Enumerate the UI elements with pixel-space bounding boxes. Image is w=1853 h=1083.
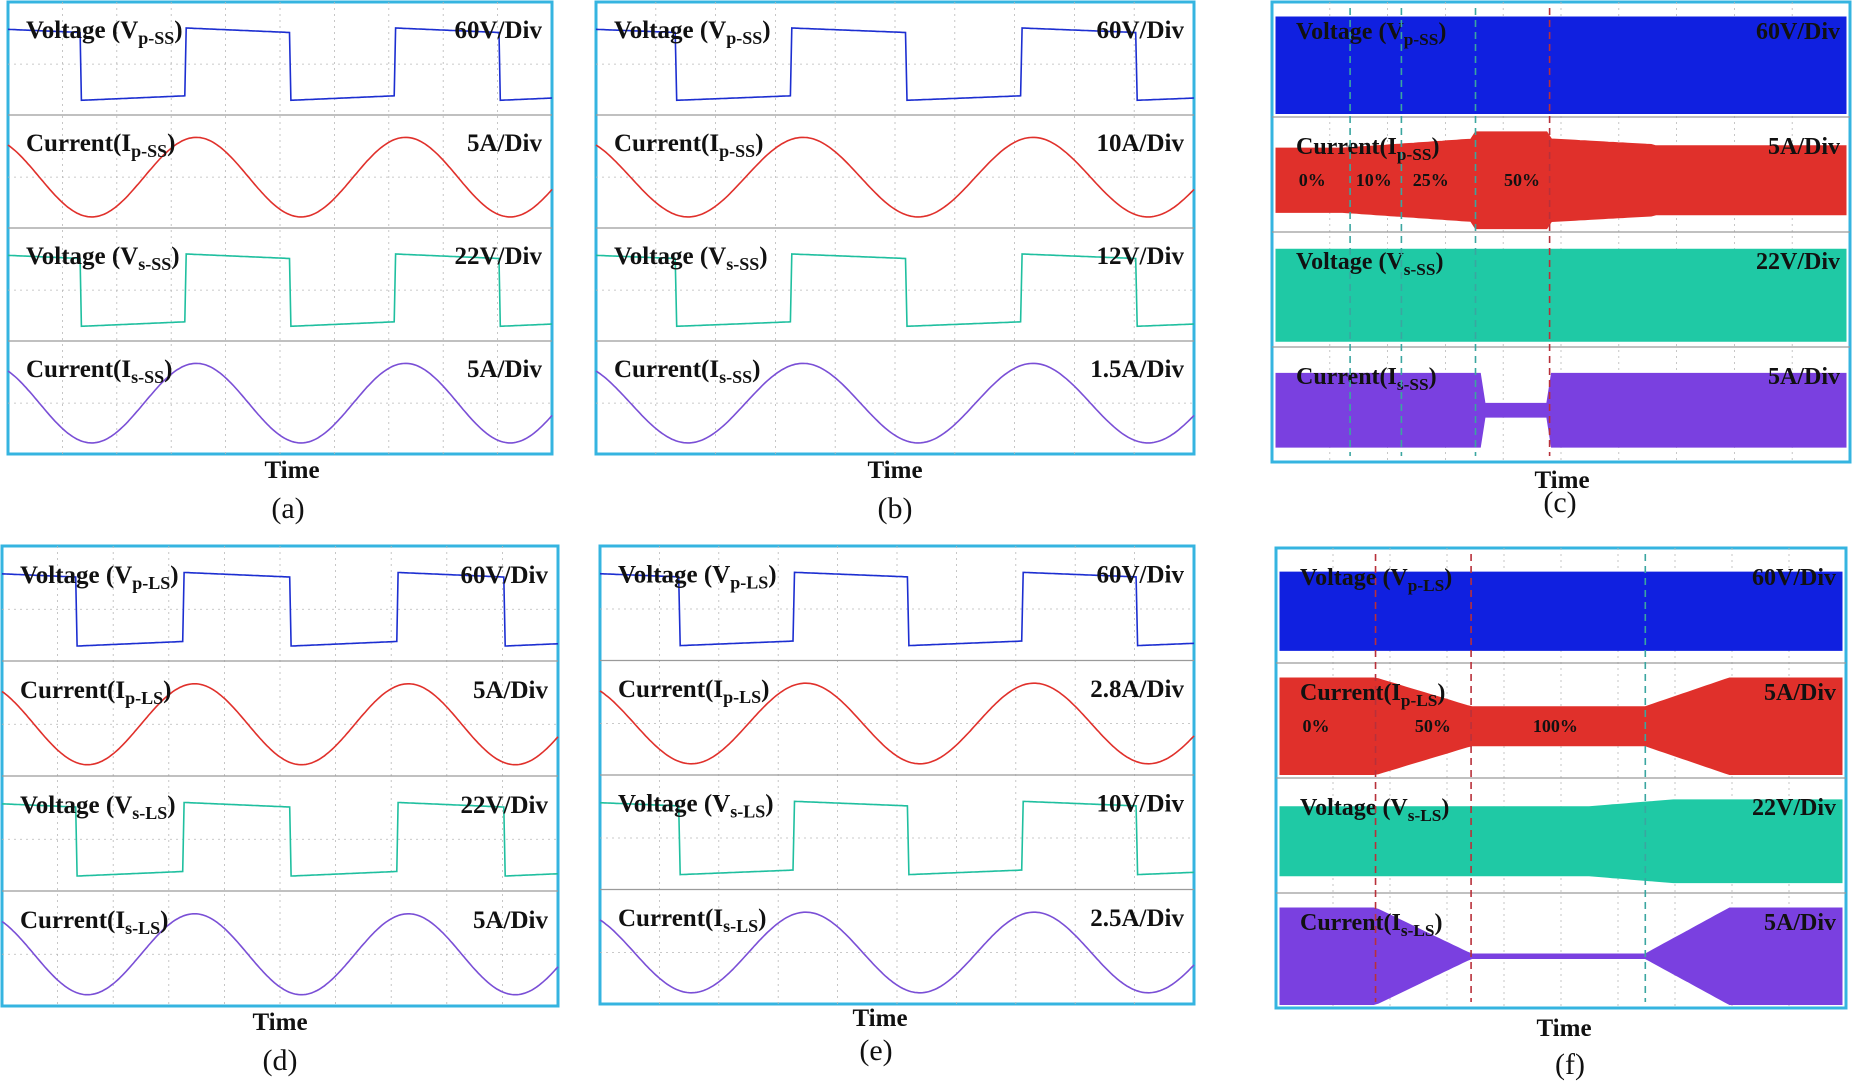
- scale-label: 12V/Div: [1097, 243, 1185, 270]
- trace-label: Voltage (Vp-LS): [1300, 565, 1452, 595]
- load-percentage: 50%: [1415, 716, 1451, 736]
- waveform-voltage: [595, 253, 1194, 328]
- panel-caption: (c): [1543, 486, 1576, 519]
- trace-label: Current(Ip-LS): [20, 677, 171, 708]
- x-axis-label: Time: [1534, 467, 1589, 494]
- envelope-current: [1279, 677, 1843, 775]
- scale-label: 60V/Div: [461, 562, 549, 589]
- waveform-current: [599, 682, 1195, 765]
- scale-label: 1.5A/Div: [1090, 356, 1184, 383]
- waveform-current: [595, 136, 1195, 218]
- scale-label: 60V/Div: [1752, 565, 1836, 591]
- trace-label: Voltage (Vs-SS): [614, 243, 768, 274]
- x-axis-label: Time: [252, 1009, 307, 1036]
- load-percentage: 25%: [1413, 170, 1449, 190]
- panel-caption: (b): [878, 492, 913, 525]
- trace-label: Current(Is-SS): [614, 356, 760, 387]
- panel-caption: (e): [859, 1034, 892, 1067]
- panel-a: Voltage (Vp-SS) 60V/Div Current(Ip-SS) 5A/D…: [6, 0, 554, 525]
- scale-label: 5A/Div: [467, 130, 543, 157]
- panel-caption: (d): [263, 1044, 298, 1077]
- envelope-voltage: [1275, 16, 1847, 114]
- trace-label: Voltage (Vp-LS): [20, 562, 179, 593]
- panel-d: Voltage (Vp-LS) 60V/Div Current(Ip-LS) 5A/D…: [0, 544, 560, 1077]
- trace-label: Voltage (Vs-LS): [1300, 795, 1449, 825]
- trace-label: Current(Is-SS): [26, 356, 172, 387]
- waveform-current: [595, 362, 1195, 444]
- load-percentage: 0%: [1299, 170, 1326, 190]
- x-axis-label: Time: [852, 1005, 907, 1032]
- scale-label: 5A/Div: [1764, 910, 1836, 936]
- load-percentage: 10%: [1356, 170, 1392, 190]
- trace-label: Voltage (Vp-LS): [618, 562, 777, 593]
- trace-label: Current(Is-SS): [1296, 364, 1437, 394]
- waveform-voltage: [7, 253, 552, 328]
- scale-label: 60V/Div: [1097, 17, 1185, 44]
- trace-label: Voltage (Vs-LS): [20, 792, 176, 823]
- trace-label: Voltage (Vp-SS): [614, 17, 771, 48]
- scale-label: 2.5A/Div: [1090, 905, 1184, 932]
- panel-caption: (a): [271, 492, 304, 525]
- trace-label: Voltage (Vs-LS): [618, 791, 774, 822]
- waveform-voltage: [599, 571, 1195, 647]
- scale-label: 22V/Div: [461, 792, 549, 819]
- trace-label: Current(Ip-SS): [1296, 134, 1439, 164]
- x-axis-label: Time: [264, 457, 319, 484]
- waveform-voltage: [1, 801, 558, 877]
- scale-label: 5A/Div: [1764, 680, 1836, 706]
- trace-label: Current(Ip-LS): [1300, 680, 1445, 710]
- scale-label: 5A/Div: [467, 356, 543, 383]
- trace-label: Current(Ip-SS): [26, 130, 175, 161]
- trace-label: Current(Is-LS): [618, 905, 766, 936]
- panel-f: Voltage (Vp-LS) 60V/Div Current(Ip-LS) 5A/D…: [1274, 546, 1848, 1081]
- scale-label: 22V/Div: [1756, 249, 1840, 275]
- waveform-current: [599, 911, 1195, 994]
- scale-label: 2.8A/Div: [1090, 676, 1184, 703]
- x-axis-label: Time: [867, 457, 922, 484]
- waveform-voltage: [595, 27, 1195, 102]
- waveform-current: [1, 913, 559, 996]
- waveform-voltage: [599, 800, 1195, 876]
- scale-label: 5A/Div: [1768, 134, 1840, 160]
- scale-label: 5A/Div: [473, 677, 549, 704]
- scale-label: 10A/Div: [1097, 130, 1185, 157]
- waveform-voltage: [7, 27, 553, 102]
- load-percentage: 50%: [1504, 170, 1540, 190]
- trace-label: Current(Is-LS): [1300, 910, 1442, 940]
- load-percentage: 100%: [1533, 716, 1578, 736]
- x-axis-label: Time: [1536, 1015, 1591, 1042]
- scale-label: 60V/Div: [1756, 19, 1840, 45]
- trace-label: Current(Ip-LS): [618, 676, 769, 707]
- envelope-voltage: [1279, 571, 1843, 651]
- waveform-current: [7, 136, 553, 218]
- scale-label: 60V/Div: [1097, 562, 1185, 589]
- envelope-voltage: [1275, 248, 1847, 342]
- envelope-current: [1275, 131, 1847, 230]
- trace-label: Current(Is-LS): [20, 907, 168, 938]
- envelope-voltage: [1279, 799, 1843, 884]
- scale-label: 10V/Div: [1097, 791, 1185, 818]
- trace-label: Voltage (Vp-SS): [26, 17, 183, 48]
- trace-label: Current(Ip-SS): [614, 130, 763, 161]
- envelope-current: [1279, 907, 1843, 1005]
- scale-label: 22V/Div: [1752, 795, 1836, 821]
- load-percentage: 0%: [1302, 716, 1329, 736]
- waveform-current: [7, 362, 553, 444]
- scale-label: 22V/Div: [455, 243, 543, 270]
- panel-b: Voltage (Vp-SS) 60V/Div Current(Ip-SS) 10A/…: [594, 0, 1196, 525]
- scale-label: 5A/Div: [1768, 364, 1840, 390]
- waveform-voltage: [1, 571, 558, 647]
- panel-e: Voltage (Vp-LS) 60V/Div Current(Ip-LS) 2.8A…: [598, 544, 1196, 1067]
- envelope-current: [1275, 372, 1847, 448]
- trace-label: Voltage (Vs-SS): [26, 243, 180, 274]
- waveform-current: [1, 683, 559, 766]
- scale-label: 5A/Div: [473, 907, 549, 934]
- panel-caption: (f): [1555, 1048, 1585, 1081]
- scale-label: 60V/Div: [455, 17, 543, 44]
